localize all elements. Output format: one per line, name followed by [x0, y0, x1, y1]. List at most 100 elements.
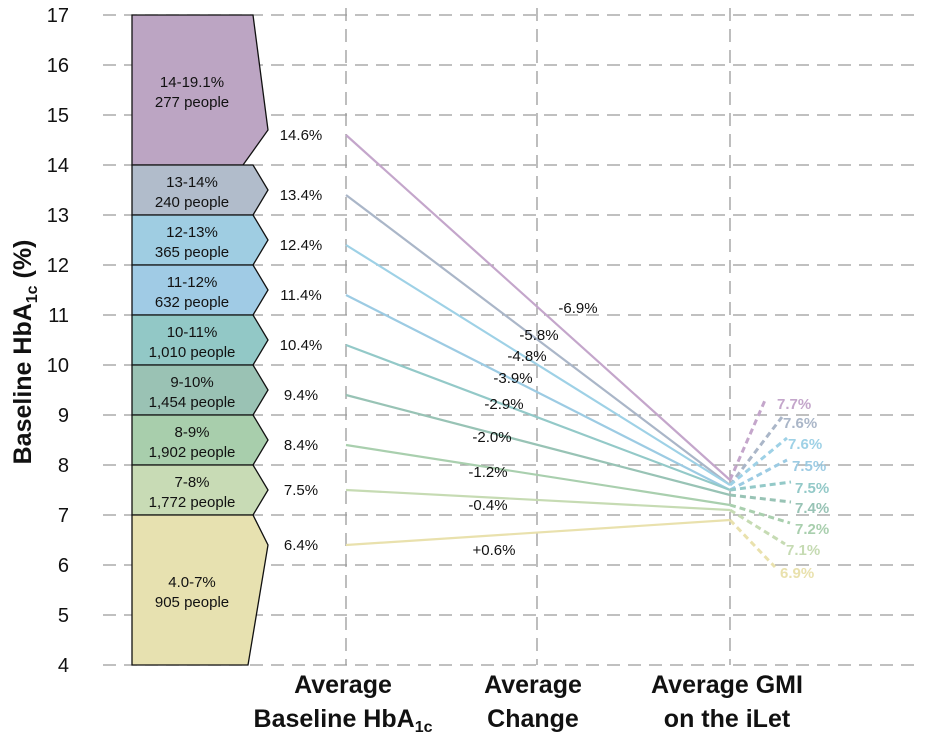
gmi-fan-line-2 [729, 436, 788, 487]
y-tick-13: 13 [47, 205, 69, 227]
y-axis-ticks: 4 5 6 7 8 9 10 11 12 13 14 15 16 17 [47, 5, 69, 677]
change-label-6: -1.2% [468, 464, 507, 481]
y-tick-15: 15 [47, 105, 69, 127]
baseline-label-2: 12.4% [280, 237, 323, 254]
y-tick-17: 17 [47, 5, 69, 27]
column-title-baseline-subscript: 1c [415, 719, 433, 736]
column-title-change-line2: Change [487, 705, 579, 733]
band-6 [131, 414, 269, 466]
baseline-label-7: 7.5% [284, 482, 318, 499]
baseline-label-6: 8.4% [284, 437, 318, 454]
change-line-0 [345, 134, 731, 481]
y-axis-title-main: Baseline HbA [9, 303, 37, 464]
change-line-2 [345, 244, 731, 486]
y-tick-12: 12 [47, 255, 69, 277]
column-title-baseline-main: Baseline HbA [254, 705, 415, 733]
change-line-5 [345, 393, 731, 497]
gmi-fan-line-4 [729, 480, 792, 492]
baseline-label-4: 10.4% [280, 337, 323, 354]
baseline-label-3: 11.4% [280, 287, 321, 304]
column-title-gmi-line2: on the iLet [664, 705, 791, 733]
band-range-7: 7-8% [174, 474, 209, 491]
change-line-7 [345, 488, 731, 512]
band-people-3: 632 people [155, 294, 229, 311]
band-5 [131, 364, 269, 416]
baseline-label-8: 6.4% [284, 537, 318, 554]
band-people-0: 277 people [155, 94, 229, 111]
column-title-gmi-line1: Average GMI [651, 671, 803, 699]
gmi-label-8: 6.9% [780, 565, 814, 582]
gmi-fan-line-7 [729, 508, 786, 546]
band-range-6: 8-9% [174, 424, 209, 441]
band-range-8: 4.0-7% [168, 574, 216, 591]
change-line-3 [345, 294, 731, 491]
gmi-label-1: 7.6% [783, 415, 817, 432]
gmi-label-6: 7.2% [795, 521, 829, 538]
y-axis-title-subscript: 1c [24, 285, 41, 303]
band-range-5: 9-10% [170, 374, 213, 391]
y-tick-16: 16 [47, 55, 69, 77]
baseline-label-0: 14.6% [280, 127, 323, 144]
column-title-baseline-line1: Average [294, 671, 392, 699]
gmi-label-2: 7.6% [788, 436, 822, 453]
baseline-label-5: 9.4% [284, 387, 318, 404]
y-axis-title: Baseline HbA1c (%) [9, 240, 41, 465]
change-label-3: -3.9% [493, 370, 532, 387]
y-tick-8: 8 [58, 455, 69, 477]
gmi-label-7: 7.1% [786, 542, 820, 559]
gmi-fan-line-6 [729, 503, 791, 525]
change-label-7: -0.4% [468, 497, 507, 514]
band-0 [131, 14, 269, 166]
band-range-4: 10-11% [167, 324, 218, 341]
band-4 [131, 314, 269, 366]
value-labels: 14.6% -6.9% 7.7% 13.4% -5.8% 7.6% 12.4% -4.8% 7.… [280, 127, 829, 582]
gmi-label-0: 7.7% [777, 396, 811, 413]
band-range-2: 12-13% [166, 224, 218, 241]
band-range-1: 13-14% [166, 174, 218, 191]
y-axis-title-unit: (%) [9, 240, 37, 286]
band-people-2: 365 people [155, 244, 229, 261]
change-label-4: -2.9% [484, 396, 523, 413]
column-titles: Average Baseline HbA1c Average Change Av… [254, 671, 803, 736]
change-label-1: -5.8% [519, 327, 558, 344]
band-range-0: 14-19.1% [160, 74, 224, 91]
y-tick-9: 9 [58, 405, 69, 427]
column-title-baseline-line2: Baseline HbA1c [254, 705, 433, 736]
band-people-1: 240 people [155, 194, 229, 211]
change-label-2: -4.8% [507, 348, 546, 365]
change-line-1 [345, 194, 731, 486]
change-label-5: -2.0% [472, 429, 511, 446]
gmi-label-3: 7.5% [792, 458, 826, 475]
band-2 [131, 214, 269, 266]
gmi-fan-line-3 [729, 458, 788, 492]
column-title-change-line1: Average [484, 671, 582, 699]
y-tick-7: 7 [58, 505, 69, 527]
y-tick-6: 6 [58, 555, 69, 577]
band-range-3: 11-12% [167, 274, 218, 291]
y-tick-4: 4 [58, 655, 69, 677]
band-8 [131, 514, 269, 666]
gmi-label-4: 7.5% [795, 480, 829, 497]
y-tick-10: 10 [47, 355, 69, 377]
band-people-4: 1,010 people [149, 344, 236, 361]
gmi-fan-line-8 [728, 518, 777, 569]
gmi-label-5: 7.4% [795, 500, 829, 517]
change-label-0: -6.9% [558, 300, 597, 317]
band-people-8: 905 people [155, 594, 229, 611]
change-line-6 [345, 443, 731, 507]
change-line-4 [345, 343, 731, 492]
gmi-fan-line-5 [729, 493, 792, 504]
band-7 [131, 464, 269, 516]
band-people-5: 1,454 people [149, 394, 236, 411]
change-lines [345, 134, 792, 569]
gmi-fan-line-0 [728, 397, 768, 481]
band-1 [131, 164, 269, 216]
band-people-6: 1,902 people [149, 444, 236, 461]
group-bands: 14-19.1% 277 people 13-14% 240 people 12-13%… [131, 14, 269, 666]
y-tick-11: 11 [48, 305, 69, 327]
y-tick-5: 5 [58, 605, 69, 627]
change-label-8: +0.6% [473, 542, 516, 559]
gmi-fan-line-1 [728, 416, 784, 486]
band-people-7: 1,772 people [149, 494, 236, 511]
